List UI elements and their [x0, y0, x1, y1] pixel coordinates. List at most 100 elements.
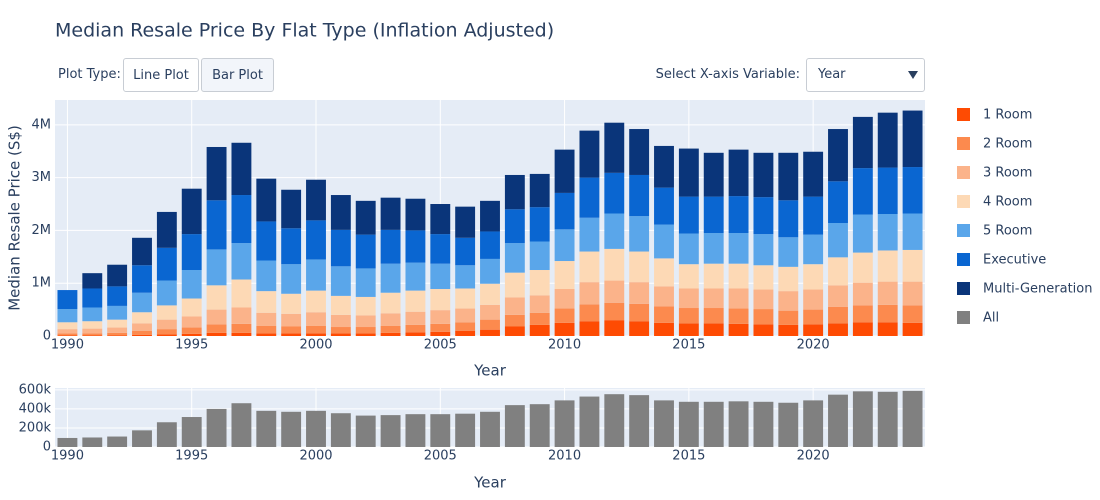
bar	[529, 295, 550, 313]
x-tick-label: 2015	[672, 449, 705, 464]
bar	[380, 197, 401, 230]
bar	[82, 288, 103, 308]
bar	[852, 168, 873, 215]
bar	[82, 273, 103, 289]
legend-swatch	[957, 137, 970, 150]
bar	[852, 116, 873, 169]
legend-label: 1 Room	[983, 108, 1032, 123]
bar	[132, 334, 152, 336]
bar	[529, 270, 550, 296]
legend-label: Multi-Generation	[983, 282, 1092, 297]
bar	[877, 281, 898, 305]
bar	[753, 324, 774, 336]
bar	[877, 112, 898, 168]
bar	[82, 307, 103, 322]
bar-plot-button[interactable]: Bar Plot	[201, 58, 274, 92]
bar	[455, 322, 476, 331]
bar	[132, 312, 152, 324]
bar	[256, 260, 277, 292]
x-variable-dropdown[interactable]: Year	[806, 58, 925, 92]
bar	[206, 249, 227, 286]
bar	[156, 422, 177, 447]
bar	[306, 290, 326, 313]
bar	[455, 330, 476, 336]
bar	[132, 430, 152, 447]
bar	[728, 323, 749, 336]
bar	[554, 261, 575, 290]
bar	[728, 263, 749, 289]
bar	[654, 286, 674, 307]
bar	[852, 252, 873, 283]
bar	[604, 280, 625, 303]
bar	[877, 304, 898, 323]
bar	[405, 324, 426, 333]
bar	[629, 321, 650, 336]
bar	[57, 335, 78, 336]
bar	[480, 411, 500, 447]
x-tick-label: 2005	[424, 338, 457, 353]
bar	[803, 264, 824, 290]
legend-label: Executive	[983, 253, 1046, 268]
bar	[654, 187, 674, 225]
bar	[107, 335, 128, 336]
bar	[877, 214, 898, 251]
bar	[330, 195, 351, 230]
bar	[206, 285, 227, 310]
bar	[330, 314, 351, 328]
bar	[678, 233, 699, 265]
y-tick-label: 600k	[19, 382, 52, 397]
x-tick-label: 2000	[299, 338, 332, 353]
bar	[877, 167, 898, 215]
bar	[803, 289, 824, 310]
bar	[380, 325, 401, 333]
bar	[902, 305, 923, 323]
bar	[206, 324, 227, 333]
legend-swatch	[957, 311, 970, 324]
bar	[455, 308, 476, 323]
line-plot-button[interactable]: Line Plot	[123, 58, 199, 92]
x-tick-label: 1995	[175, 338, 208, 353]
bar	[753, 152, 774, 198]
bar	[107, 319, 128, 328]
legend-label: 5 Room	[983, 224, 1032, 239]
bar	[306, 410, 326, 447]
legend-swatch	[957, 282, 970, 295]
bar	[703, 323, 724, 336]
bar	[181, 327, 202, 334]
y-tick-label: 400k	[19, 401, 52, 416]
bar	[380, 263, 401, 293]
y-tick-label: 0	[43, 329, 51, 344]
bar	[132, 323, 152, 331]
bar	[604, 248, 625, 281]
bar	[107, 264, 128, 287]
bar	[355, 200, 376, 235]
bar	[554, 308, 575, 323]
bar	[828, 306, 848, 324]
bar	[654, 400, 674, 447]
bar	[206, 332, 227, 336]
bar	[132, 265, 152, 293]
bar	[480, 283, 500, 305]
bar	[231, 279, 252, 308]
x-tick-label: 2010	[548, 338, 581, 353]
bar	[355, 296, 376, 316]
bar	[405, 198, 426, 231]
y-tick-label: 0	[43, 440, 51, 455]
bar	[504, 272, 525, 298]
bar	[355, 415, 376, 447]
bar	[654, 306, 674, 323]
plot-type-label: Plot Type:	[58, 67, 121, 82]
bar	[380, 415, 401, 447]
y-tick-label: 200k	[19, 420, 52, 435]
y-tick-label: 3M	[32, 170, 52, 185]
bar	[678, 264, 699, 289]
bar	[654, 145, 674, 188]
bar	[480, 258, 500, 284]
bar	[703, 401, 724, 447]
bar	[480, 319, 500, 330]
bar	[107, 332, 128, 336]
bar	[678, 323, 699, 336]
bar	[629, 282, 650, 304]
bar	[281, 326, 302, 334]
bar	[678, 196, 699, 234]
